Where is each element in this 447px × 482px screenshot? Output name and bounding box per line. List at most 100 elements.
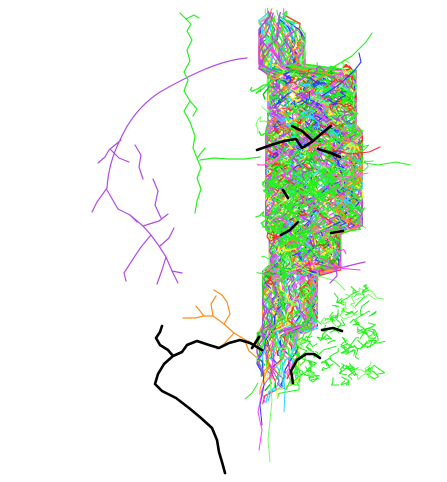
- neurite-segment: [300, 176, 305, 182]
- green-top-left-arbor: [179, 12, 261, 214]
- neurite-segment: [285, 324, 311, 343]
- neurite-segment: [342, 160, 347, 167]
- neurite-segment: [311, 278, 319, 285]
- neurite-segment: [257, 391, 263, 451]
- neurite-segment: [315, 87, 325, 94]
- neurite-segment: [311, 270, 320, 280]
- neurite-segment: [289, 96, 308, 104]
- neurite-segment: [349, 141, 357, 148]
- neurite-segment: [279, 352, 294, 360]
- neurite-segment: [335, 110, 345, 116]
- neurite-segment: [294, 77, 300, 84]
- neurite-segment: [310, 141, 318, 148]
- neurite-segment: [305, 206, 313, 218]
- neurite-segment: [316, 248, 326, 255]
- neurite-segment: [332, 114, 345, 123]
- neurite-segment: [299, 125, 306, 130]
- neurite-segment: [275, 248, 283, 264]
- neurite-segment: [288, 162, 303, 184]
- neurite-segment: [307, 369, 320, 377]
- neurite-segment: [299, 339, 309, 349]
- neurite-segment: [271, 148, 292, 156]
- neurite-segment: [336, 189, 348, 200]
- neurite-segment: [308, 178, 314, 186]
- neurite-segment: [261, 178, 277, 198]
- neurite-segment: [323, 83, 330, 94]
- neurite-segment: [272, 241, 287, 248]
- neurite-segment: [353, 212, 361, 226]
- neurite-segment: [287, 214, 291, 221]
- neurite-segment: [343, 187, 355, 208]
- neurite-segment: [296, 204, 307, 211]
- neurite-segment: [338, 191, 349, 202]
- neurite-segment: [298, 68, 312, 75]
- neurite-segment: [283, 291, 310, 303]
- neurite-segment: [306, 69, 316, 80]
- neurite-segment: [301, 168, 314, 181]
- neurite-segment: [353, 344, 360, 360]
- neurite-segment: [296, 368, 304, 382]
- green-side-branch: [185, 14, 261, 161]
- black-long-descending-trace: [153, 324, 264, 475]
- neurite-segment: [285, 97, 295, 109]
- neurite-segment: [295, 91, 309, 101]
- neurite-segment: [310, 75, 323, 86]
- neurite-segment: [335, 309, 339, 320]
- neurite-segment: [280, 26, 363, 319]
- neurite-segment: [280, 207, 293, 220]
- neurite-segment: [297, 161, 305, 175]
- neurite-segment: [352, 313, 363, 326]
- neurite-segment: [261, 255, 280, 272]
- neurite-segment: [308, 182, 320, 189]
- neurite-segment: [313, 94, 324, 103]
- neurite-segment: [244, 382, 259, 400]
- neurite-segment: [294, 216, 304, 224]
- neurite-segment: [279, 347, 295, 354]
- neurite-segment: [289, 300, 299, 307]
- neurite-segment: [358, 287, 384, 300]
- neurite-segment: [326, 234, 337, 247]
- neurite-segment: [327, 175, 340, 184]
- neurite-segment: [270, 108, 279, 124]
- neurite-segment: [356, 328, 366, 334]
- neurite-segment: [307, 247, 317, 256]
- neurite-segment: [303, 243, 312, 248]
- neurite-segment: [281, 246, 290, 252]
- neurite-segment: [260, 218, 277, 237]
- neurite-segment: [270, 254, 280, 265]
- neurite-segment: [336, 291, 359, 304]
- neurite-segment: [347, 126, 359, 139]
- neurite-segment: [281, 237, 288, 246]
- neurite-segment: [322, 249, 332, 261]
- neurite-segment: [345, 203, 356, 211]
- neurite-segment: [314, 126, 321, 132]
- neurite-segment: [323, 262, 330, 269]
- neurite-segment: [331, 146, 381, 155]
- black-upper-trace: [255, 124, 342, 159]
- neurite-segment: [289, 199, 311, 208]
- neurite-segment: [297, 211, 308, 218]
- neurite-segment: [316, 62, 322, 73]
- neurite-segment: [300, 359, 313, 376]
- black-right-lower-trace: [289, 326, 344, 385]
- neurite-segment: [300, 110, 308, 119]
- neurite-segment: [268, 73, 284, 81]
- neurite-segment: [334, 83, 350, 91]
- neurite-segment: [334, 189, 344, 196]
- neurite-segment: [266, 275, 275, 287]
- neurite-segment: [287, 309, 301, 316]
- neurite-segment: [311, 231, 319, 240]
- neurite-segment: [290, 375, 300, 386]
- neurite-segment: [357, 217, 367, 229]
- neurite-segment: [324, 176, 334, 195]
- neurite-segment: [328, 247, 334, 255]
- neurite-segment: [267, 379, 273, 463]
- neurite-segment: [345, 310, 359, 316]
- neurite-segment: [307, 201, 316, 209]
- neurite-segment: [315, 102, 323, 109]
- neurite-segment: [321, 212, 329, 218]
- neurite-segment: [313, 111, 326, 123]
